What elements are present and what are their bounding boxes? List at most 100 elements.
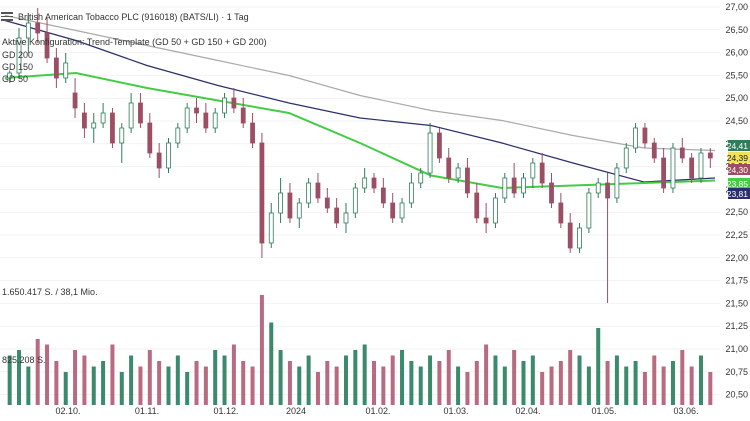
volume-bar [558, 361, 563, 405]
candle-body [250, 122, 255, 144]
candles [7, 8, 713, 303]
volume-bar [605, 361, 610, 405]
volume-bar [278, 350, 283, 405]
x-tick-label: 01.02. [365, 406, 390, 416]
volume-bar [194, 361, 199, 405]
legend-gd200: GD 200 [2, 50, 34, 60]
volume-bar [474, 361, 479, 405]
y-tick-label: 25,00 [725, 93, 748, 103]
candle-body [119, 127, 125, 144]
volume-bar [390, 355, 395, 405]
candle-body [25, 22, 31, 39]
volume-bar [689, 366, 694, 405]
candle-body [511, 177, 517, 194]
y-tick-label: 25,50 [725, 70, 748, 80]
volume-bar [306, 355, 311, 405]
candle-body [194, 107, 199, 114]
volume-bar [568, 350, 573, 405]
volume-bar [465, 372, 470, 405]
volume-bar [138, 366, 143, 405]
candle-body [166, 142, 171, 169]
y-tick-label: 21,50 [725, 298, 748, 308]
candle-body [670, 147, 676, 189]
x-tick-label: 01.03. [443, 406, 468, 416]
volume-bar [7, 355, 12, 405]
candle-body [614, 167, 620, 199]
candle-body [465, 167, 470, 194]
x-tick-label: 2024 [286, 406, 306, 416]
candle-body [474, 192, 480, 219]
y-tick-label: 26,50 [725, 25, 748, 35]
candle-body [334, 207, 340, 224]
volume-bar [213, 350, 218, 405]
volume-bar [540, 372, 545, 405]
candle-body [605, 182, 610, 199]
candle-body [72, 92, 78, 109]
candle-body [679, 147, 685, 159]
candle-body [82, 112, 87, 129]
candle-body [44, 32, 50, 59]
candle-body [63, 62, 69, 79]
volume-bar [484, 344, 489, 405]
candle-body [595, 182, 601, 194]
candle-body [128, 102, 134, 129]
volume-bar [418, 366, 423, 405]
volume-bar [493, 355, 498, 405]
candle-body [689, 157, 695, 179]
volume-bar [633, 361, 638, 405]
volume-bar [35, 339, 40, 405]
candle-body [184, 107, 190, 129]
y-tick-label: 22,25 [725, 230, 748, 240]
candle-body [53, 57, 59, 79]
volume-bar [250, 366, 255, 405]
candle-body [222, 97, 227, 114]
menu-icon[interactable] [1, 12, 13, 21]
volume-bar [129, 355, 134, 405]
candle-body [651, 142, 657, 159]
volume-bar [596, 328, 601, 405]
y-tick-label: 21,00 [725, 344, 748, 354]
volume-bar [26, 366, 31, 405]
volume-bar [549, 366, 554, 405]
y-tick-label: 22,50 [725, 207, 748, 217]
volume-bar [661, 366, 666, 405]
volume-bar [54, 361, 59, 405]
price-tag-label: 24,39 [727, 153, 749, 163]
volume-bar [428, 355, 433, 405]
y-tick-label: 20,75 [725, 367, 748, 377]
y-tick-label: 21,75 [725, 276, 748, 286]
candle-body [577, 227, 582, 249]
candle-body [446, 157, 452, 179]
candle-body [698, 152, 704, 179]
candle-body [437, 132, 442, 159]
volume-bar [437, 361, 442, 405]
volume-bar [680, 350, 685, 405]
volume-bar [222, 355, 227, 405]
grid [0, 6, 720, 396]
legend-gd150: GD 150 [2, 62, 34, 72]
volume-bar [119, 372, 124, 405]
candle-body [147, 122, 153, 154]
volume-bar [614, 355, 619, 405]
candle-body [390, 202, 396, 219]
x-axis: 02.10. 01.11. 01.12. 2024 01.02. 01.03. 02.04.… [55, 406, 698, 416]
candle-body [521, 177, 526, 194]
candle-body [110, 112, 115, 144]
volume-bar [577, 355, 582, 405]
volume-bar [381, 366, 386, 405]
volume-bar [175, 355, 180, 405]
price-tag-label: 24,30 [727, 165, 749, 175]
volume-bar [670, 361, 675, 405]
y-tick-label: 22,00 [725, 253, 748, 263]
volume-bar [708, 372, 713, 405]
volume-bar [362, 344, 367, 405]
price-tag [728, 178, 750, 189]
x-tick-label: 01.11. [135, 406, 159, 416]
candle-body [455, 167, 461, 179]
volume-bar [82, 355, 87, 405]
chart-title: British American Tobacco PLC (916018) (B… [18, 12, 249, 22]
volume-bar [652, 355, 657, 405]
price-tag-label: 23,85 [727, 179, 749, 189]
volume-bar [147, 350, 152, 405]
candle-body [539, 162, 545, 184]
